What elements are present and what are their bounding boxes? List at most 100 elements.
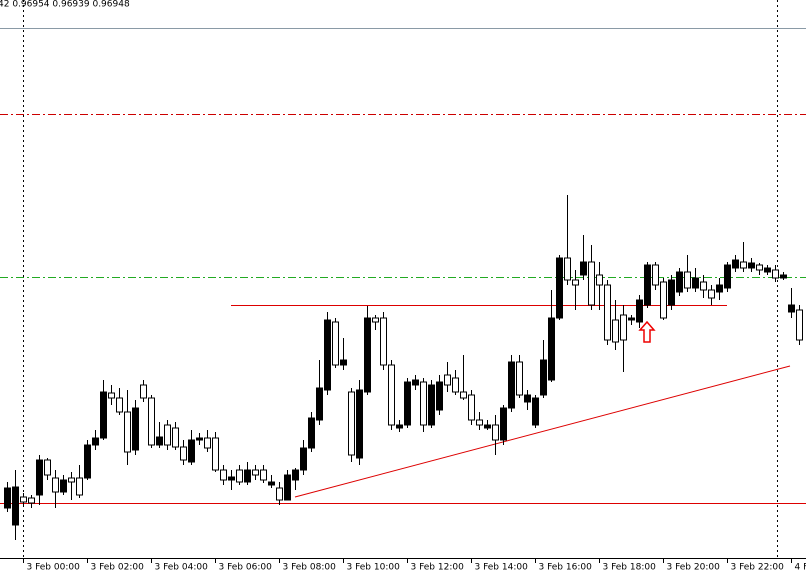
- candle-body: [324, 319, 331, 391]
- candle-body: [212, 437, 219, 471]
- price-info: 42 0.96954 0.96939 0.96948: [0, 0, 130, 10]
- candle-body: [140, 384, 147, 399]
- x-tick-label: 3 Feb 02:00: [91, 563, 145, 573]
- candle-body: [12, 486, 19, 526]
- candle-body: [116, 397, 123, 413]
- candle-body: [308, 417, 315, 449]
- x-tick-label: 3 Feb 08:00: [283, 563, 337, 573]
- candle-body: [84, 444, 91, 479]
- candle-body: [692, 277, 699, 289]
- candle-body: [164, 424, 171, 446]
- x-tick-label: 3 Feb 14:00: [475, 563, 529, 573]
- candle-body: [204, 437, 211, 449]
- candle-body: [364, 317, 371, 393]
- x-tick-label: 3 Feb 18:00: [603, 563, 657, 573]
- x-tick-label: 3 Feb 06:00: [219, 563, 273, 573]
- candle-body: [268, 481, 275, 486]
- candle-body: [356, 389, 363, 459]
- candle-body: [412, 379, 419, 386]
- candle-body: [100, 391, 107, 439]
- x-tick-label: 3 Feb 20:00: [667, 563, 721, 573]
- candle-body: [380, 317, 387, 366]
- candle-body: [36, 459, 43, 496]
- candle-body: [44, 459, 51, 476]
- candle-body: [724, 264, 731, 289]
- candle-body: [436, 381, 443, 411]
- candle-body: [124, 411, 131, 453]
- x-tick-label: 3 Feb 10:00: [347, 563, 401, 573]
- candle-body: [92, 437, 99, 446]
- candle-body: [172, 427, 179, 448]
- candle-body: [580, 261, 587, 276]
- candle-body: [508, 361, 515, 409]
- candle-body: [636, 299, 643, 323]
- candle-body: [764, 267, 771, 273]
- candle-body: [132, 407, 139, 451]
- candle-body: [396, 424, 403, 429]
- x-tick-label: 3 Feb 04:00: [155, 563, 209, 573]
- candle-body: [732, 259, 739, 269]
- candle-body: [708, 289, 715, 299]
- candle-body: [196, 437, 203, 441]
- candle-body: [468, 394, 475, 421]
- candle-body: [452, 377, 459, 393]
- candle-body: [700, 281, 707, 291]
- candle-body: [388, 364, 395, 426]
- arrow-up: [638, 320, 656, 343]
- candle-body: [572, 279, 579, 286]
- candle-body: [756, 264, 763, 271]
- candle-body: [188, 439, 195, 463]
- x-tick-label: 4 Feb 00:00: [795, 563, 806, 573]
- candle-body: [180, 446, 187, 461]
- candle-body: [644, 264, 651, 306]
- candle-body: [620, 314, 627, 341]
- candle-body: [604, 284, 611, 341]
- candle-body: [156, 436, 163, 446]
- candle-body: [476, 419, 483, 426]
- candle-body: [716, 284, 723, 293]
- candle-body: [652, 264, 659, 286]
- x-tick-label: 3 Feb 16:00: [539, 563, 593, 573]
- candle-body: [28, 497, 35, 504]
- candle-body: [668, 279, 675, 306]
- candle-body: [628, 317, 635, 321]
- candle-body: [540, 359, 547, 396]
- candle-body: [316, 387, 323, 421]
- candle-body: [252, 469, 259, 476]
- candle-body: [76, 477, 83, 496]
- candle-body: [260, 469, 267, 481]
- candle-body: [228, 476, 235, 481]
- candle-body: [292, 469, 299, 481]
- candle-body: [596, 274, 603, 286]
- candle-body: [20, 496, 27, 503]
- candle-body: [220, 469, 227, 481]
- x-tick-label: 3 Feb 22:00: [731, 563, 785, 573]
- candle-body: [460, 391, 467, 399]
- trend-line: [294, 365, 791, 498]
- candle-body: [492, 424, 499, 441]
- candle-body: [676, 271, 683, 293]
- candle-body: [524, 394, 531, 403]
- candle-body: [556, 257, 563, 319]
- candle-body: [404, 381, 411, 426]
- candle-body: [372, 317, 379, 323]
- x-tick-label: 3 Feb 00:00: [27, 563, 81, 573]
- candle-body: [420, 381, 427, 426]
- candle-body: [772, 269, 779, 279]
- candle-body: [684, 271, 691, 289]
- candle-body: [500, 407, 507, 441]
- candle-body: [516, 361, 523, 396]
- candle-body: [276, 487, 283, 501]
- candle-body: [660, 281, 667, 319]
- candle-body: [4, 487, 11, 509]
- candle-body: [548, 317, 555, 381]
- candle-body: [484, 424, 491, 429]
- candle-body: [780, 274, 787, 279]
- candle-body: [148, 397, 155, 446]
- candle-body: [68, 477, 75, 483]
- candle-body: [428, 384, 435, 426]
- candle-body: [284, 474, 291, 501]
- candle-body: [532, 397, 539, 426]
